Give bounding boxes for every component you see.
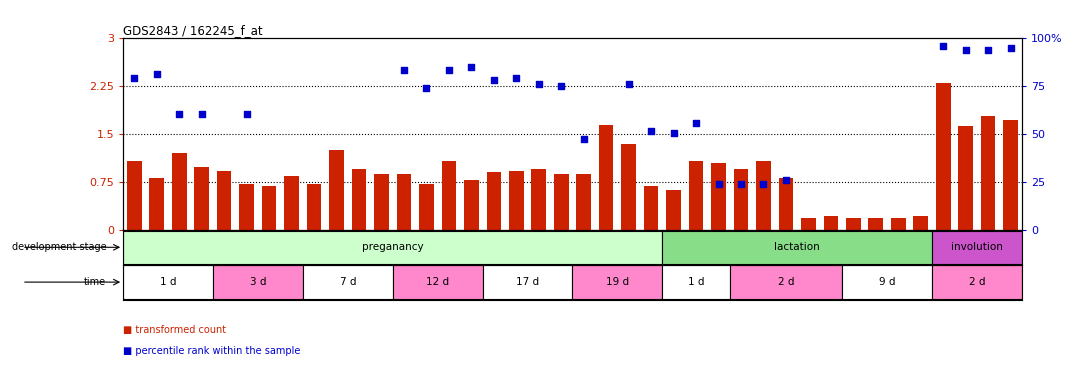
Bar (689, 161, 703, 230)
Bar (195, 167, 209, 230)
Bar (644, 187, 658, 230)
Text: ■ percentile rank within the sample: ■ percentile rank within the sample (123, 346, 301, 356)
Bar (303, 265, 393, 299)
Point (148, 70, 166, 76)
Bar (172, 153, 186, 230)
Bar (127, 161, 141, 230)
Point (710, 181, 728, 187)
Bar (730, 265, 842, 299)
Text: 9 d: 9 d (878, 277, 896, 287)
Bar (932, 265, 1022, 299)
Bar (981, 116, 995, 230)
Bar (622, 144, 636, 230)
Bar (936, 83, 950, 230)
Bar (240, 184, 254, 230)
Bar (662, 265, 730, 299)
Bar (869, 218, 883, 230)
Point (126, 75, 143, 81)
Bar (419, 184, 433, 230)
Bar (572, 265, 662, 299)
Point (239, 111, 256, 117)
Point (486, 77, 503, 83)
Bar (442, 161, 456, 230)
Text: time: time (85, 277, 106, 287)
Bar (599, 124, 613, 230)
Point (531, 81, 548, 88)
Text: 1 d: 1 d (159, 277, 177, 287)
Bar (213, 265, 303, 299)
Bar (779, 177, 793, 230)
Text: 1 d: 1 d (688, 277, 704, 287)
Point (552, 83, 569, 89)
Bar (487, 172, 501, 230)
Bar (397, 174, 411, 230)
Text: 2 d: 2 d (968, 277, 985, 287)
Point (462, 64, 479, 70)
Point (1002, 45, 1019, 51)
Bar (756, 161, 770, 230)
Bar (842, 265, 932, 299)
Bar (330, 150, 343, 230)
Point (732, 181, 749, 187)
Bar (734, 169, 748, 230)
Text: 7 d: 7 d (339, 277, 356, 287)
Text: involution: involution (951, 242, 1003, 252)
Bar (217, 171, 231, 230)
Point (755, 181, 773, 187)
Point (441, 67, 458, 73)
Point (194, 111, 211, 117)
Bar (532, 169, 546, 230)
Bar (914, 216, 928, 230)
Bar (150, 177, 164, 230)
Bar (307, 184, 321, 230)
Bar (464, 180, 478, 230)
Text: development stage: development stage (12, 242, 106, 252)
Bar (123, 265, 213, 299)
Bar (932, 230, 1022, 264)
Bar (483, 265, 572, 299)
Point (171, 111, 188, 117)
Bar (959, 126, 973, 230)
Point (396, 67, 413, 73)
Point (642, 128, 659, 134)
Bar (824, 216, 838, 230)
Text: 19 d: 19 d (606, 277, 629, 287)
Point (666, 130, 683, 136)
Bar (352, 169, 366, 230)
Bar (662, 230, 932, 264)
Bar (667, 190, 681, 230)
Bar (801, 218, 815, 230)
Bar (123, 230, 662, 264)
Bar (285, 175, 299, 230)
Point (777, 177, 794, 183)
Bar (262, 187, 276, 230)
Bar (712, 163, 725, 230)
Bar (1004, 120, 1018, 230)
Point (508, 75, 525, 81)
Point (621, 81, 638, 88)
Point (418, 85, 435, 91)
Bar (846, 218, 860, 230)
Text: ■ transformed count: ■ transformed count (123, 325, 226, 335)
Bar (374, 174, 388, 230)
Text: 2 d: 2 d (778, 277, 794, 287)
Bar (577, 174, 591, 230)
Point (957, 47, 974, 53)
Point (935, 43, 952, 49)
Text: lactation: lactation (775, 242, 820, 252)
Text: 3 d: 3 d (249, 277, 266, 287)
Point (980, 47, 997, 53)
Bar (509, 171, 523, 230)
Text: 12 d: 12 d (426, 277, 449, 287)
Text: GDS2843 / 162245_f_at: GDS2843 / 162245_f_at (123, 24, 262, 37)
Text: preganancy: preganancy (362, 242, 424, 252)
Point (576, 136, 593, 142)
Point (688, 119, 705, 126)
Bar (554, 174, 568, 230)
Text: 17 d: 17 d (516, 277, 539, 287)
Bar (393, 265, 483, 299)
Bar (891, 218, 905, 230)
